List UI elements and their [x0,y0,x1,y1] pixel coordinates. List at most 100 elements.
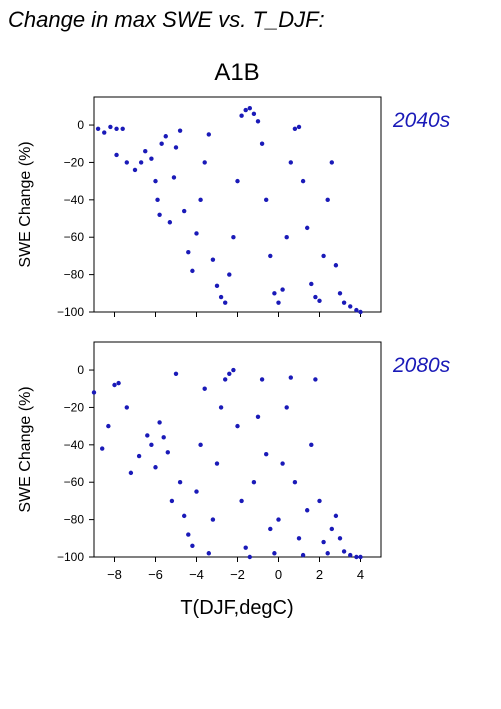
data-point [276,300,280,304]
data-point [235,179,239,183]
data-point [301,553,305,557]
data-point [268,254,272,258]
data-point [354,308,358,312]
x-tick-label: −2 [230,567,245,582]
data-point [172,175,176,179]
data-point [309,443,313,447]
data-point [248,555,252,559]
data-point [235,424,239,428]
data-point [330,527,334,531]
data-point [334,514,338,518]
data-point [338,536,342,540]
data-point [342,300,346,304]
data-point [321,254,325,258]
data-point [272,551,276,555]
data-point [272,291,276,295]
data-point [153,465,157,469]
data-point [153,179,157,183]
x-tick-label: 0 [275,567,282,582]
data-point [157,213,161,217]
data-point [285,235,289,239]
data-point [309,282,313,286]
data-point [125,160,129,164]
x-tick-label: 4 [357,567,364,582]
data-point [227,272,231,276]
data-point [326,551,330,555]
data-point [121,127,125,131]
data-point [182,514,186,518]
y-tick-label: −40 [64,438,85,452]
data-point [289,375,293,379]
data-point [219,405,223,409]
data-point [313,377,317,381]
data-point [297,536,301,540]
data-point [174,145,178,149]
data-point [326,198,330,202]
data-point [244,545,248,549]
x-tick-label: −4 [189,567,204,582]
data-point [112,383,116,387]
data-point [313,295,317,299]
x-tick-label: 2 [316,567,323,582]
data-point [155,198,159,202]
data-point [133,168,137,172]
data-point [157,420,161,424]
data-point [164,134,168,138]
data-point [190,269,194,273]
data-point [170,499,174,503]
data-point [129,471,133,475]
data-point [137,454,141,458]
figure-title: Change in max SWE vs. T_DJF: [8,7,325,32]
data-point [207,132,211,136]
data-point [215,461,219,465]
data-point [223,377,227,381]
data-point [198,198,202,202]
period-label: 2080s [392,354,451,377]
y-tick-label: −60 [64,230,85,244]
data-point [268,527,272,531]
data-point [342,549,346,553]
data-point [317,299,321,303]
data-point [252,112,256,116]
data-point [338,291,342,295]
data-point [293,127,297,131]
x-tick-label: −8 [107,567,122,582]
y-axis-label: SWE Change (%) [17,141,34,267]
y-tick-label: −20 [64,400,85,414]
plot-frame [94,342,381,557]
data-point [317,499,321,503]
data-point [166,450,170,454]
data-point [194,489,198,493]
data-point [219,295,223,299]
data-point [256,119,260,123]
data-point [358,555,362,559]
data-point [186,532,190,536]
data-point [231,235,235,239]
data-point [178,128,182,132]
data-point [178,480,182,484]
data-point [301,179,305,183]
data-point [248,106,252,110]
data-point [162,435,166,439]
data-point [190,544,194,548]
data-point [207,551,211,555]
data-point [280,461,284,465]
data-point [182,209,186,213]
data-point [239,499,243,503]
data-point [145,433,149,437]
data-point [293,480,297,484]
data-point [280,287,284,291]
x-axis-label: T(DJF,degC) [180,597,293,619]
scatter-points [96,106,363,314]
data-point [348,553,352,557]
data-point [297,125,301,129]
data-point [305,226,309,230]
data-point [211,257,215,261]
data-point [285,405,289,409]
y-tick-label: −40 [64,193,85,207]
data-point [256,415,260,419]
data-point [92,390,96,394]
data-point [139,160,143,164]
data-point [334,263,338,267]
